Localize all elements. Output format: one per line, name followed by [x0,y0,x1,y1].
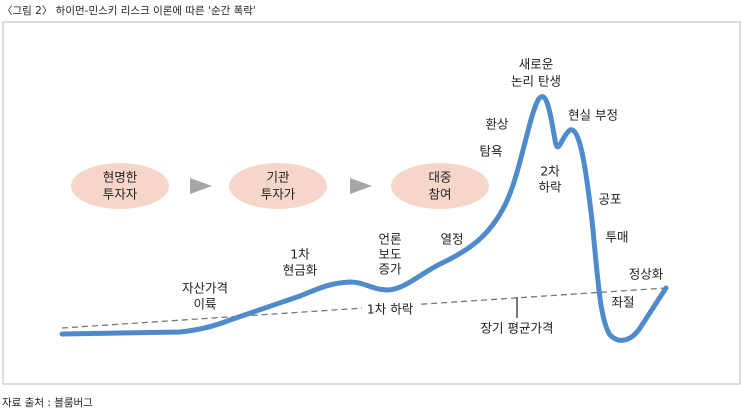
phase-label: 증가 [378,262,402,277]
phase-label: 투매 [605,230,628,245]
phase-label: 환상 [485,117,509,132]
stage-label: 대중 [428,170,451,185]
stage-label: 투자가 [261,187,296,202]
frame [2,21,741,385]
phase-label: 논리 탄생 [511,74,561,89]
phase-label: 공포 [598,192,621,207]
source: 자료 출처 : 블룸버그 [2,397,93,409]
arrow [190,178,212,194]
stage-ellipse [229,163,327,209]
stage-label: 투자자 [103,187,138,202]
stage-label: 참여 [428,187,451,202]
stage-ellipse [391,163,489,209]
stage-label: 현명한 [103,170,138,185]
phase-label: 이륙 [193,297,216,312]
label-bg [362,302,418,318]
phase-label: 보도 [378,247,401,262]
phase-label: 자산가격 [182,281,228,296]
phase-label: 좌절 [611,295,634,310]
phase-label: 정상화 [629,267,664,282]
phase-label: 열정 [440,232,463,247]
phase-label: 현금화 [283,263,318,278]
phase-label: 언론 [378,232,401,247]
stage-label: 기관 [266,170,290,185]
title: 〈그림 2〉 하이먼-민스키 리스크 이론에 따른 '순간 폭락' [2,4,256,17]
phase-label: 1차 [290,247,310,262]
phase-label: 새로운 [519,57,554,72]
arrow [350,178,372,194]
trend-label: 장기 평균가격 [481,321,554,336]
phase-label: 현실 부정 [568,108,618,123]
price-curve [59,94,669,343]
phase-label: 탐욕 [479,144,502,159]
phase-label: 2차 [540,164,560,179]
stage-ellipse [71,163,169,209]
trend-label: 1차 하락 [367,302,414,317]
phase-label: 하락 [538,180,562,195]
